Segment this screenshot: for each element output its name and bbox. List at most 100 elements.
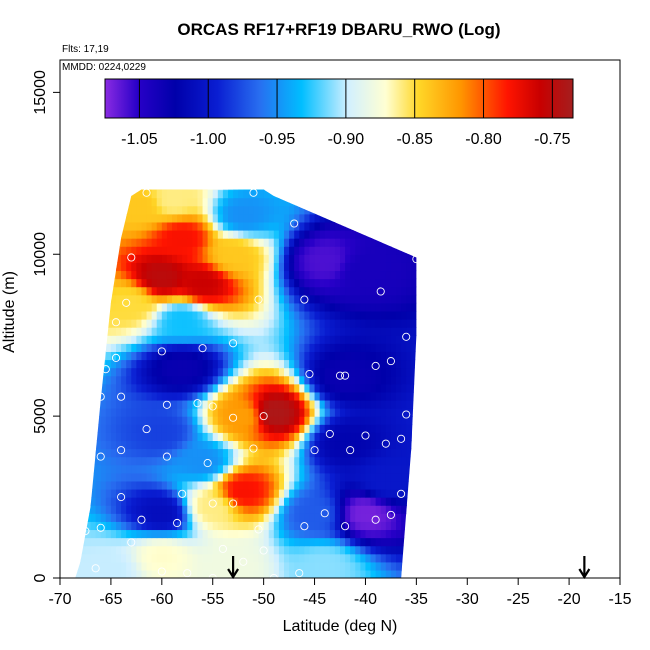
heat-cell — [136, 278, 143, 288]
heat-cell — [177, 416, 183, 425]
heat-cell — [273, 505, 280, 514]
heat-cell — [126, 221, 132, 231]
heat-cell — [253, 197, 260, 207]
heat-cell — [289, 464, 295, 474]
heat-cell — [121, 497, 127, 506]
heat-cell — [202, 205, 209, 215]
heat-cell — [95, 254, 102, 263]
heat-cell — [345, 561, 351, 571]
heat-cell — [197, 221, 204, 231]
heat-cell — [233, 319, 239, 328]
heat-cell — [334, 335, 341, 344]
heat-cell — [268, 286, 275, 296]
heat-cell — [273, 399, 280, 409]
heat-cell — [212, 270, 219, 280]
heat-cell — [222, 472, 229, 482]
heat-cell — [253, 513, 260, 522]
heat-cell — [80, 480, 87, 490]
heat-cell — [350, 221, 356, 231]
heat-cell — [80, 432, 87, 442]
heat-cell — [90, 254, 97, 263]
heat-cell — [309, 497, 316, 506]
heat-cell — [110, 367, 117, 377]
heat-cell — [416, 376, 422, 385]
heat-cell — [126, 359, 132, 369]
heat-cell — [121, 262, 127, 272]
heat-cell — [90, 456, 97, 466]
heat-cell — [319, 189, 326, 199]
heat-cell — [177, 197, 183, 207]
heat-cell — [131, 529, 137, 539]
heat-cell — [355, 480, 361, 490]
heat-cell — [136, 327, 143, 336]
heat-cell — [329, 448, 336, 458]
heat-cell — [131, 254, 137, 263]
heat-cell — [380, 399, 387, 409]
heat-cell — [390, 456, 397, 466]
heat-cell — [146, 335, 153, 344]
heat-cell — [263, 205, 270, 215]
heat-cell — [350, 367, 356, 377]
heat-cell — [151, 553, 158, 563]
heat-cell — [166, 399, 173, 409]
heat-cell — [110, 537, 117, 547]
heat-cell — [273, 302, 280, 312]
heat-cell — [263, 335, 270, 344]
heat-cell — [207, 335, 214, 344]
heat-cell — [273, 375, 280, 385]
heat-cell — [375, 456, 382, 466]
heat-cell — [136, 521, 143, 531]
heat-cell — [80, 351, 87, 361]
heat-cell — [319, 213, 326, 223]
heat-cell — [324, 229, 331, 239]
heat-cell — [202, 497, 209, 506]
heat-cell — [340, 488, 346, 498]
heat-cell — [324, 569, 331, 578]
heat-cell — [166, 456, 173, 466]
heat-cell — [278, 529, 285, 539]
heat-cell — [345, 472, 351, 482]
heat-cell — [329, 416, 336, 425]
heat-cell — [187, 408, 193, 417]
heat-cell — [309, 302, 316, 312]
heat-cell — [207, 505, 214, 514]
heat-cell — [187, 375, 193, 385]
heat-cell — [299, 537, 305, 547]
heat-cell — [80, 335, 87, 344]
heat-cell — [385, 537, 392, 547]
heat-cell — [416, 400, 422, 409]
heat-cell — [136, 270, 143, 280]
heat-cell — [233, 294, 239, 304]
heat-cell — [192, 327, 199, 336]
heat-cell — [396, 448, 402, 458]
heat-cell — [365, 270, 372, 280]
heat-cell — [385, 262, 392, 272]
heat-cell — [365, 488, 372, 498]
heat-cell — [416, 359, 422, 368]
heat-cell — [202, 416, 209, 425]
heat-cell — [329, 189, 336, 191]
heat-cell — [401, 375, 407, 385]
heat-cell — [146, 221, 153, 231]
heat-cell — [289, 238, 295, 247]
heat-cell — [385, 294, 392, 304]
heat-cell — [355, 294, 361, 304]
heat-cell — [233, 440, 239, 450]
heat-cell — [314, 561, 321, 571]
heat-cell — [243, 343, 249, 352]
heat-cell — [141, 351, 148, 361]
heat-cell — [248, 399, 255, 409]
heat-cell — [166, 205, 173, 215]
heat-cell — [141, 440, 148, 450]
heat-cell — [375, 319, 382, 328]
heat-cell — [238, 197, 244, 207]
heat-cell — [80, 497, 87, 506]
heat-cell — [355, 561, 361, 571]
heat-cell — [243, 302, 249, 312]
heat-cell — [324, 440, 331, 450]
heat-cell — [329, 351, 336, 361]
heat-cell — [258, 561, 265, 571]
heat-cell — [396, 472, 402, 482]
colorbar-tick-label: -0.85 — [396, 131, 433, 148]
heat-cell — [131, 213, 137, 223]
